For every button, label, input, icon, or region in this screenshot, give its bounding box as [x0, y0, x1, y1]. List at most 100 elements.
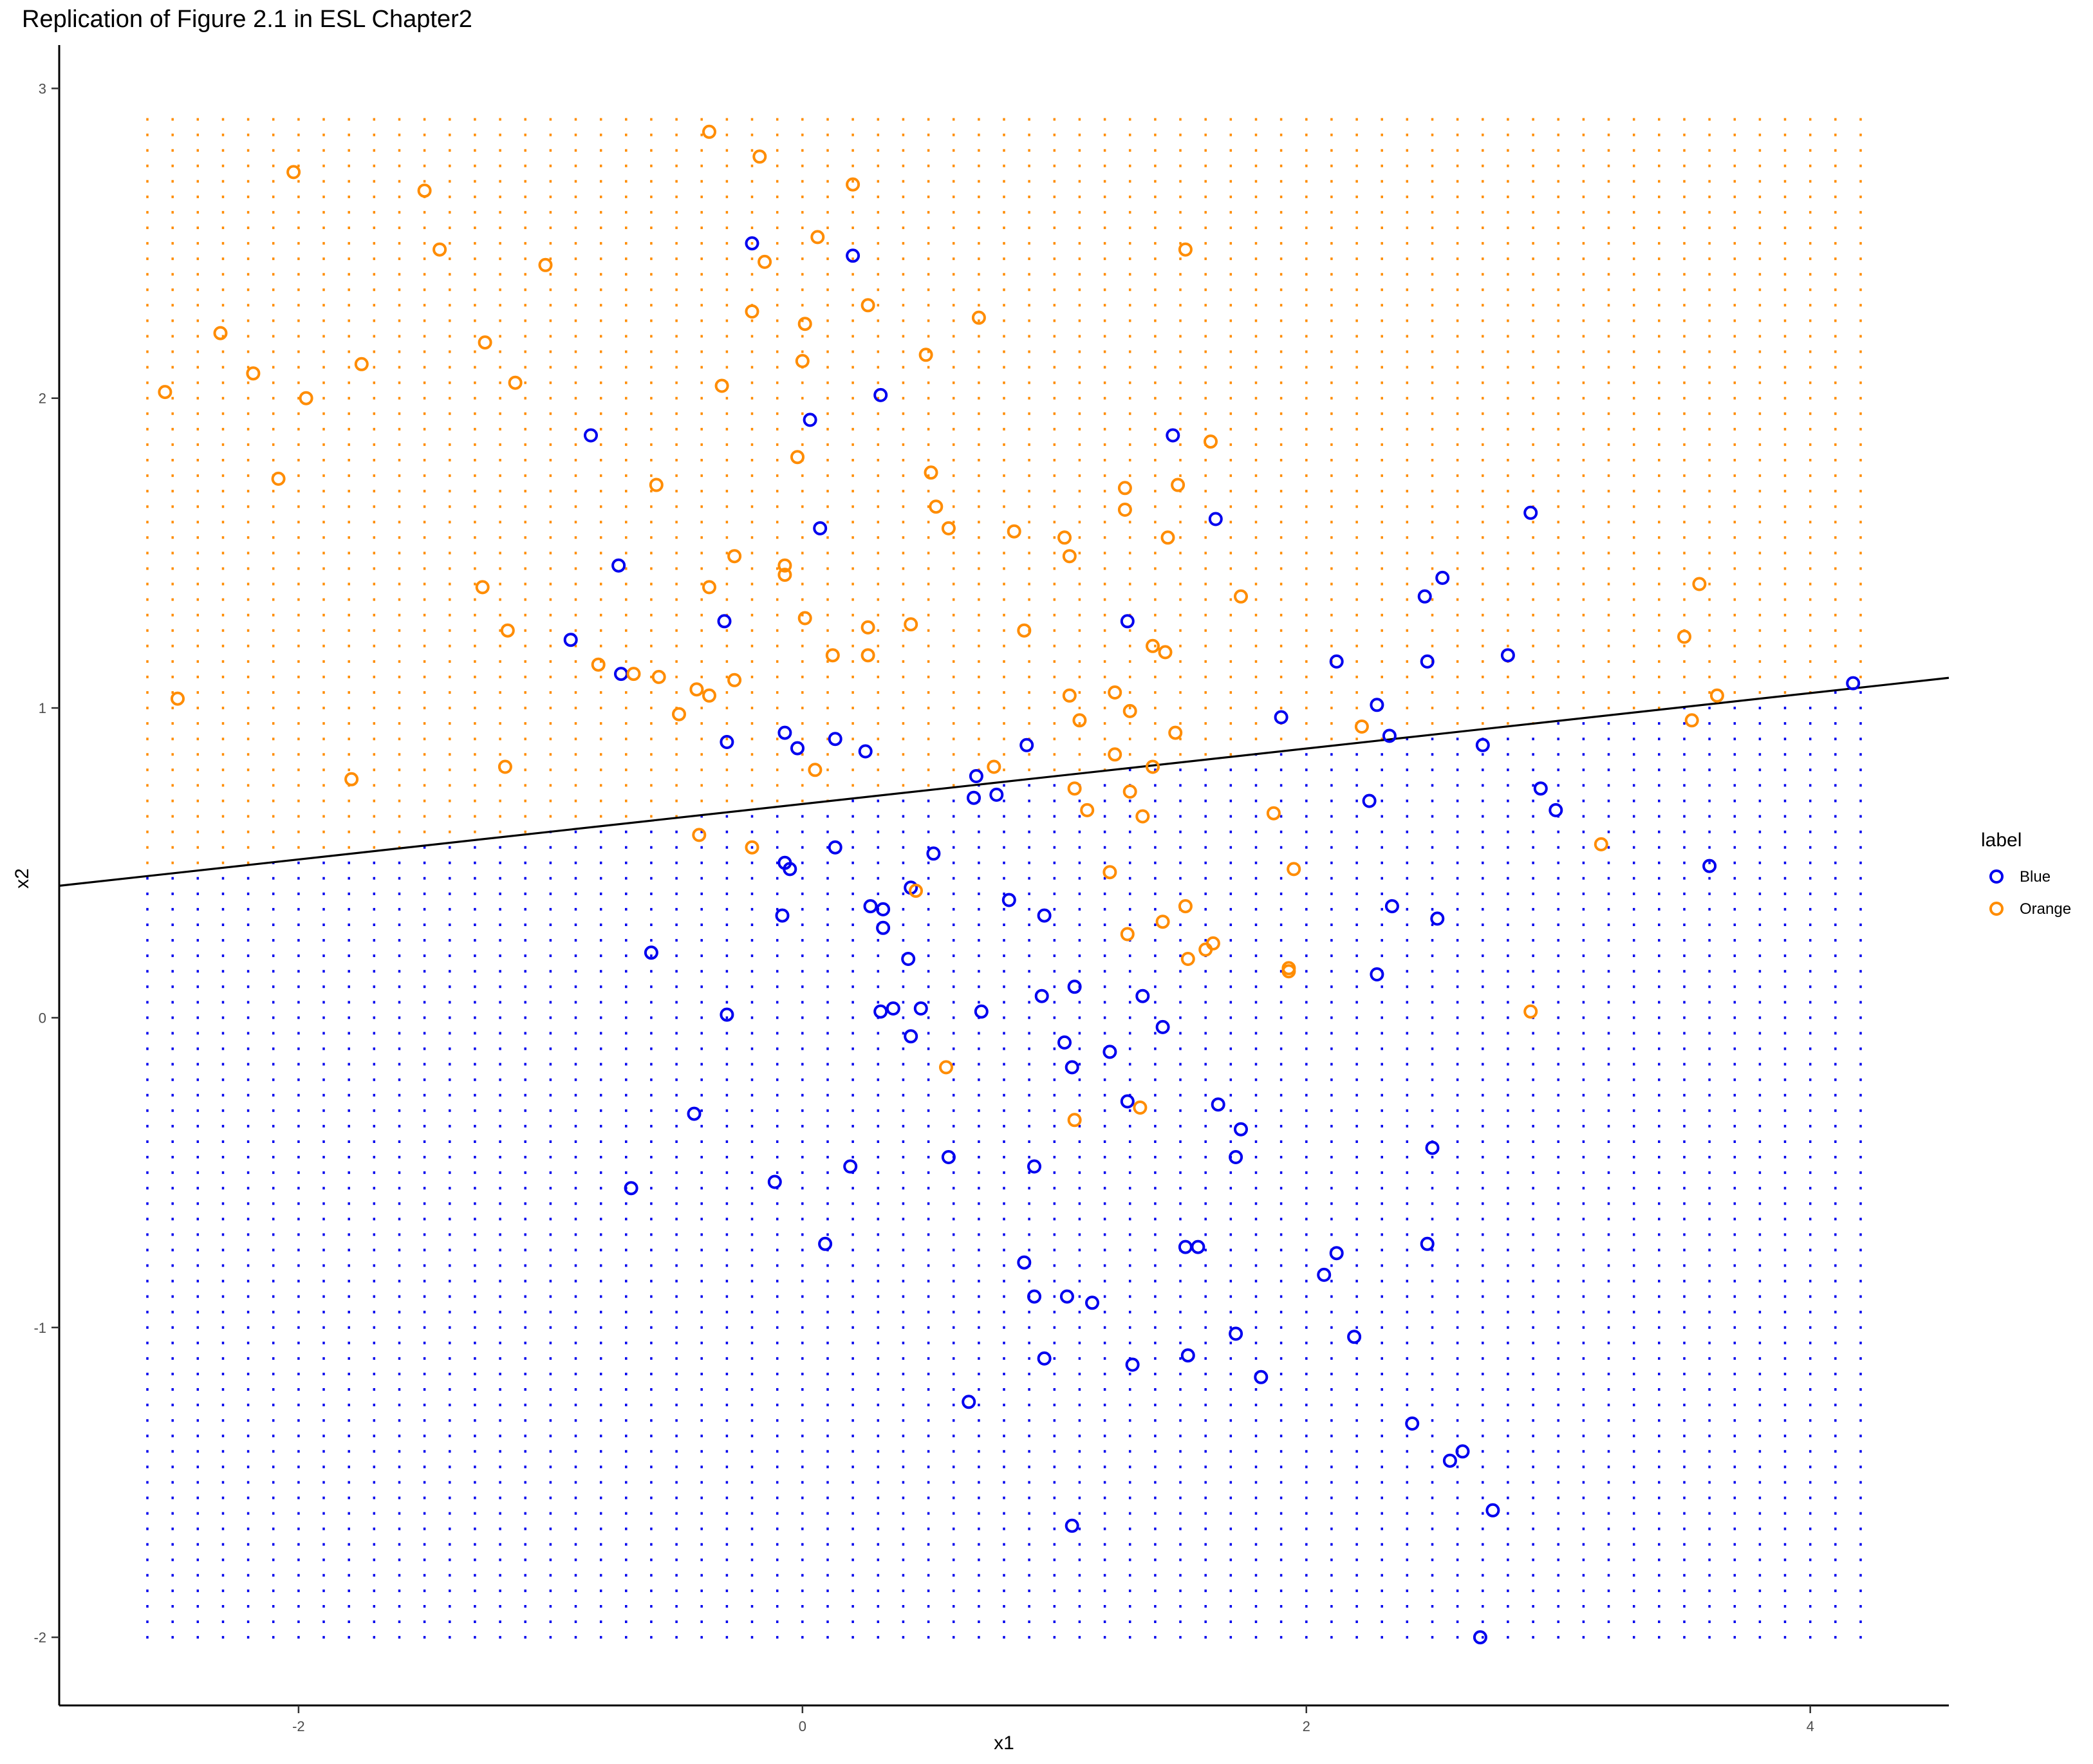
point-blue — [1065, 1518, 1079, 1533]
point-blue — [1533, 781, 1548, 796]
point-blue — [1417, 589, 1432, 604]
point-blue — [1037, 1351, 1052, 1366]
point-blue — [1229, 1150, 1243, 1164]
point-orange — [1067, 1113, 1082, 1128]
x-tick-label: -2 — [292, 1718, 305, 1734]
point-blue — [1211, 1097, 1225, 1112]
point-blue — [1037, 908, 1052, 923]
point-blue — [941, 1150, 956, 1164]
point-orange — [745, 840, 759, 855]
point-blue — [1435, 570, 1450, 585]
ticks: -2 0 2 4 -2 -1 0 1 2 3 — [33, 80, 1814, 1734]
point-orange — [924, 465, 938, 480]
point-orange — [702, 580, 716, 595]
point-orange — [433, 242, 447, 257]
point-orange — [860, 298, 875, 313]
point-orange — [1146, 638, 1160, 653]
point-blue — [1475, 738, 1490, 752]
point-orange — [1523, 1004, 1538, 1019]
point-blue — [901, 952, 916, 966]
point-orange — [286, 165, 301, 180]
point-blue — [1370, 698, 1384, 712]
point-blue — [1102, 1044, 1117, 1059]
point-blue — [1001, 893, 1016, 907]
point-blue — [767, 1174, 782, 1189]
point-orange — [1133, 1100, 1148, 1115]
legend-key-orange — [1989, 902, 2004, 916]
point-blue — [1347, 1330, 1362, 1344]
point-orange — [1080, 803, 1095, 817]
point-orange — [909, 884, 923, 898]
point-blue — [876, 902, 891, 916]
point-blue — [1329, 654, 1344, 669]
point-orange — [808, 763, 823, 777]
point-blue — [1155, 1019, 1170, 1034]
y-tick-label: 2 — [39, 391, 46, 407]
point-orange — [702, 688, 716, 703]
point-blue — [1120, 1094, 1135, 1109]
point-orange — [538, 257, 553, 272]
axes — [58, 45, 1949, 1707]
point-orange — [1178, 899, 1193, 914]
point-orange — [171, 691, 185, 706]
point-orange — [1108, 685, 1122, 700]
point-orange — [508, 375, 523, 390]
point-blue — [775, 908, 790, 923]
point-orange — [1204, 434, 1218, 449]
point-blue — [563, 633, 578, 647]
point-blue — [1523, 505, 1538, 520]
point-orange — [777, 558, 792, 573]
point-orange — [1234, 589, 1248, 604]
point-blue — [876, 920, 891, 935]
x-tick-label: 4 — [1807, 1718, 1814, 1734]
point-orange — [797, 317, 812, 331]
point-blue — [1254, 1369, 1269, 1384]
point-orange — [1281, 964, 1296, 979]
point-blue — [1017, 1255, 1032, 1270]
point-orange — [714, 378, 729, 393]
series-orange — [158, 124, 1724, 1128]
point-orange — [417, 183, 432, 198]
point-orange — [1266, 806, 1281, 821]
point-blue — [1057, 1035, 1072, 1050]
point-blue — [1425, 1140, 1440, 1155]
point-orange — [1102, 865, 1117, 880]
chart-title: Replication of Figure 2.1 in ESL Chapter… — [22, 6, 472, 33]
point-orange — [777, 568, 792, 582]
point-blue — [1442, 1453, 1457, 1468]
point-blue — [843, 1159, 858, 1174]
point-blue — [873, 1004, 888, 1019]
point-orange — [1057, 530, 1072, 545]
region-dots-blue — [146, 691, 1862, 1639]
point-blue — [1065, 1060, 1079, 1075]
point-orange — [1205, 936, 1220, 951]
point-orange — [1108, 747, 1122, 762]
point-orange — [651, 669, 666, 684]
legend-item-blue: Blue — [1989, 868, 2051, 886]
point-blue — [828, 840, 842, 855]
point-orange — [1117, 481, 1132, 496]
point-orange — [810, 230, 825, 245]
point-blue — [1473, 1630, 1487, 1645]
point-orange — [790, 450, 805, 465]
point-orange — [1155, 914, 1170, 929]
point-orange — [795, 354, 810, 368]
point-orange — [1160, 530, 1175, 545]
point-orange — [246, 366, 261, 381]
point-blue — [1384, 899, 1399, 914]
point-blue — [1166, 428, 1180, 443]
point-orange — [1122, 703, 1137, 718]
point-blue — [1234, 1122, 1248, 1137]
point-blue — [913, 1001, 928, 1016]
point-orange — [1135, 809, 1150, 824]
point-orange — [702, 124, 716, 139]
point-blue — [1135, 989, 1150, 1003]
point-blue — [687, 1106, 702, 1121]
series-blue — [563, 236, 1861, 1645]
decision-region-grid — [146, 118, 1862, 1639]
point-orange — [758, 254, 772, 269]
point-blue — [1382, 729, 1397, 743]
y-tick-label: 3 — [39, 80, 46, 97]
legend-item-orange: Orange — [1989, 900, 2071, 918]
